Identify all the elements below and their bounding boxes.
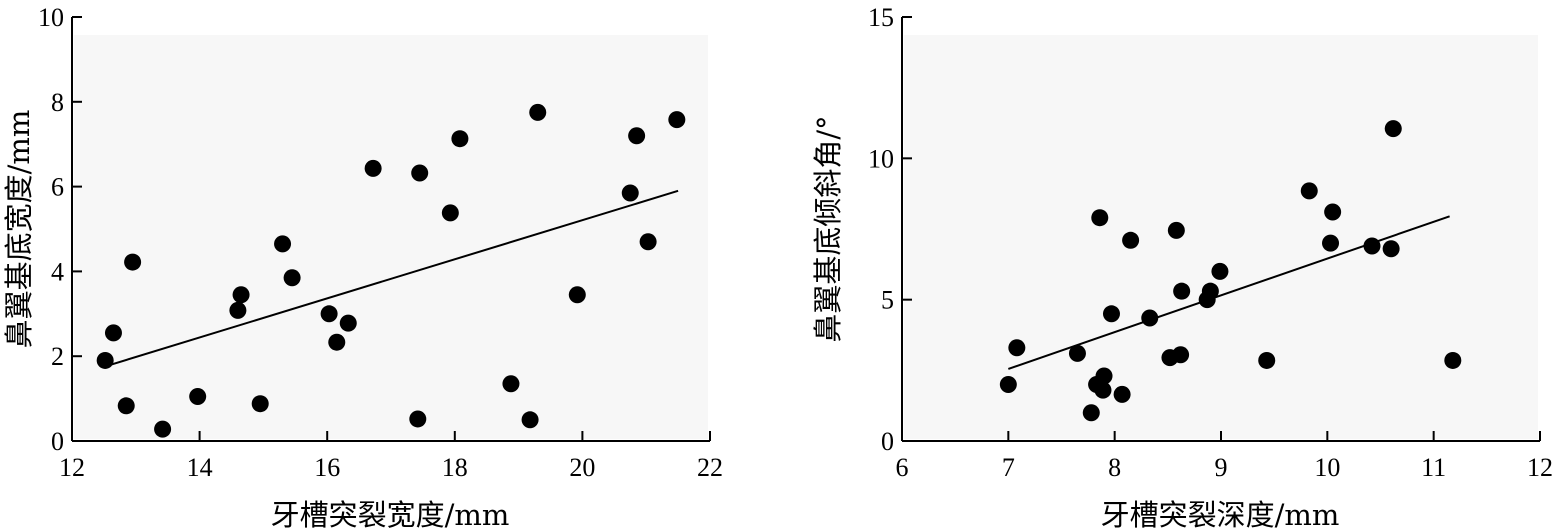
data-point: [1141, 309, 1159, 327]
data-point: [1300, 182, 1318, 200]
data-point: [1122, 231, 1140, 249]
scatter-panel-depth: 6 7 8 9 10 11 12 0 5 10 15: [868, 3, 1553, 482]
data-point: [1091, 209, 1109, 227]
y-tick-label: 0: [881, 427, 894, 456]
data-point: [411, 164, 429, 182]
y-tick-label: 15: [868, 3, 894, 32]
x-tick-label: 18: [442, 453, 468, 482]
data-point: [451, 130, 469, 148]
data-point: [96, 351, 114, 369]
data-point: [999, 375, 1017, 393]
y-tick-label: 6: [51, 173, 64, 202]
data-point: [1102, 305, 1120, 323]
data-point: [1094, 381, 1112, 399]
x-tick-label: 14: [187, 453, 213, 482]
data-point: [328, 333, 346, 351]
data-point: [1008, 339, 1026, 357]
data-point: [1095, 367, 1113, 385]
data-point: [1324, 203, 1342, 221]
x-tick-label: 10: [1314, 453, 1340, 482]
data-point: [364, 159, 382, 177]
y-tick-label: 2: [51, 342, 64, 371]
data-point: [229, 301, 247, 319]
data-point: [1382, 240, 1400, 258]
data-point: [1172, 346, 1190, 364]
data-point: [1211, 262, 1229, 280]
data-point: [502, 375, 520, 393]
data-point: [251, 395, 269, 413]
y-tick-label: 4: [51, 257, 64, 286]
data-point: [1384, 120, 1402, 138]
x-tick-label: 12: [1527, 453, 1553, 482]
x-axis-label: 牙槽突裂宽度/mm: [271, 498, 510, 532]
y-tick-label: 0: [51, 427, 64, 456]
data-point: [189, 387, 207, 405]
data-point: [668, 111, 686, 129]
x-tick-label: 7: [1002, 453, 1015, 482]
data-point: [154, 420, 172, 438]
data-point: [117, 397, 135, 415]
data-point: [1082, 404, 1100, 422]
data-point: [232, 286, 250, 304]
data-point: [1113, 385, 1131, 403]
data-point: [1201, 282, 1219, 300]
scatter-panel-width: 12 14 16 18 20 22 0 2 4 6 8 10: [38, 3, 723, 482]
y-tick-label: 8: [51, 88, 64, 117]
y-axis-label: 鼻翼基底倾斜角/°: [811, 115, 845, 342]
y-tick-label: 5: [881, 286, 894, 315]
x-tick-label: 8: [1108, 453, 1121, 482]
data-point: [1444, 351, 1462, 369]
y-tick-label: 10: [868, 144, 894, 173]
x-tick-label: 16: [314, 453, 340, 482]
x-tick-label: 22: [697, 453, 723, 482]
data-point: [639, 233, 657, 251]
plot-background: [904, 35, 1538, 439]
plot-background: [74, 35, 708, 439]
data-point: [1173, 282, 1191, 300]
data-point: [628, 127, 646, 145]
data-point: [568, 286, 586, 304]
data-point: [1068, 344, 1086, 362]
x-axis-label: 牙槽突裂深度/mm: [1101, 498, 1340, 532]
y-tick-label: 10: [38, 3, 64, 32]
y-axis-label: 鼻翼基底宽度/mm: [2, 110, 36, 349]
data-point: [409, 410, 427, 428]
trend-line: [103, 189, 679, 368]
data-point: [274, 235, 292, 253]
data-point: [529, 103, 547, 121]
x-tick-label: 9: [1215, 453, 1228, 482]
data-point: [441, 204, 459, 222]
data-point: [621, 184, 639, 202]
x-tick-label: 20: [569, 453, 595, 482]
x-tick-label: 6: [896, 453, 909, 482]
data-point: [124, 253, 142, 271]
data-point: [1167, 221, 1185, 239]
data-point: [521, 411, 539, 429]
data-point: [1258, 351, 1276, 369]
data-point: [104, 324, 122, 342]
data-point: [320, 305, 338, 323]
data-point: [1363, 237, 1381, 255]
x-tick-label: 11: [1421, 453, 1446, 482]
data-point: [339, 314, 357, 332]
x-tick-label: 12: [59, 453, 85, 482]
data-point: [1322, 234, 1340, 252]
data-point: [283, 269, 301, 287]
